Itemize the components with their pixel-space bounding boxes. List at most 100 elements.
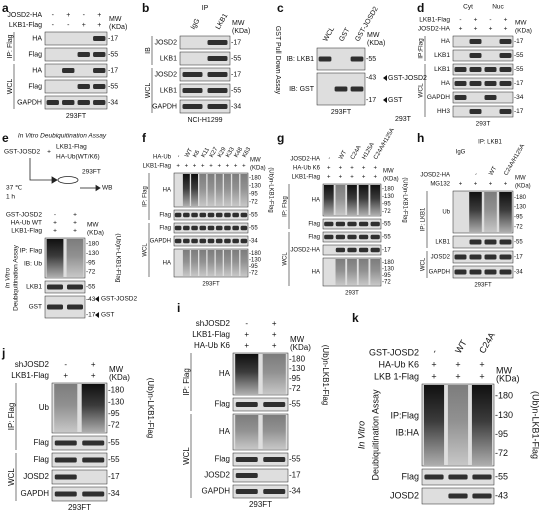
band: [335, 221, 346, 227]
blot: [44, 95, 108, 110]
smear: [182, 174, 190, 206]
note: GST: [101, 312, 114, 319]
band: [82, 491, 105, 497]
header-label: LKB1-Flag: [9, 22, 42, 29]
header-mark: +: [176, 164, 180, 170]
blot-label: GAPDH: [429, 270, 450, 276]
blot: [44, 31, 108, 46]
blot: [452, 250, 514, 264]
mw-header: MW: [232, 20, 245, 27]
header-mark: C24A: [477, 331, 497, 355]
mw-label: -55: [108, 83, 118, 90]
note: In Vitro Deubiquitination Assay: [18, 133, 107, 140]
band: [469, 67, 482, 72]
blot-label: GST: [29, 304, 42, 311]
band: [183, 238, 190, 244]
blot-label: LKB1: [160, 87, 177, 94]
note: Deubiquitination Assay: [370, 389, 380, 481]
blot-label: Flag: [308, 235, 320, 241]
band: [358, 247, 369, 253]
band: [235, 402, 258, 407]
note: +: [47, 149, 51, 156]
blot-label: JOSD2: [154, 71, 177, 78]
band: [240, 238, 248, 244]
band: [454, 67, 467, 72]
mw-label: -55: [495, 471, 508, 481]
header-mark: +: [193, 164, 197, 170]
mw-header: MW: [109, 365, 124, 374]
mw-label: -95: [289, 374, 301, 383]
group-label: WCL: [283, 252, 289, 266]
group-label: WCL: [7, 79, 14, 95]
smear: [262, 415, 286, 449]
blot: [452, 49, 514, 62]
blot: [452, 77, 514, 90]
blot: [232, 397, 289, 412]
blot-label: Flag: [214, 455, 230, 464]
blot-label: HA: [219, 369, 231, 378]
band: [232, 212, 239, 218]
mw-label: -17: [289, 471, 301, 480]
band: [199, 238, 207, 244]
band: [469, 53, 482, 58]
header-mark: +: [459, 182, 463, 188]
arrow-head: [383, 75, 387, 81]
header-mark: +: [53, 228, 57, 235]
mw-label: -55: [514, 52, 524, 59]
mw-label: -55: [249, 213, 258, 219]
blot: [179, 35, 231, 50]
smear: [358, 185, 369, 215]
band: [235, 457, 258, 462]
blot-label: HA: [219, 427, 231, 436]
blot: [44, 280, 86, 294]
header-mark: -: [459, 17, 461, 24]
note: IP: Flag: [20, 248, 43, 255]
mw-header: MW: [109, 16, 122, 23]
header-mark: +: [97, 12, 101, 19]
mw-label: -34: [249, 239, 258, 245]
note: IP: LKB1: [478, 140, 502, 146]
header-mark: WT: [338, 149, 348, 160]
mw-label: -72: [289, 384, 301, 393]
blot-label: HA: [441, 80, 451, 87]
header-mark: +: [91, 371, 96, 380]
band: [93, 68, 106, 73]
header-mark: -: [176, 154, 182, 159]
band: [370, 234, 380, 240]
mw-label: -72: [495, 448, 508, 458]
mw-label: -130: [514, 205, 527, 211]
blot-label: Flag: [33, 455, 49, 464]
band: [191, 238, 198, 244]
band: [207, 212, 215, 218]
header-label: LKB1-Flag: [143, 164, 171, 170]
header-label: JOSD2-HA: [290, 157, 320, 163]
band: [484, 239, 497, 245]
band: [469, 254, 482, 260]
band: [224, 225, 231, 231]
panel: k GST-JOSD2 - WT C24A HA-Ub K6 + + + LKB 1-Flag + +…: [352, 311, 541, 505]
header-mark: +: [350, 166, 354, 172]
blot-label: GAPDH: [21, 489, 50, 498]
blot-label: HA: [163, 188, 171, 194]
mw-label: -55: [514, 66, 524, 73]
blot-label: HA: [312, 270, 320, 276]
blot: [51, 435, 108, 451]
header-mark: +: [504, 26, 508, 33]
mw-label: -180: [249, 176, 262, 182]
smear: [232, 250, 240, 276]
band: [46, 100, 59, 105]
header-mark: +: [373, 166, 377, 172]
band: [347, 234, 357, 240]
note: (Ub)n-LKB1-Flag: [146, 378, 155, 438]
footer: NCI-H1299: [187, 117, 222, 124]
band: [324, 234, 334, 240]
smear: [335, 185, 346, 215]
header-mark: GST: [338, 26, 352, 43]
group-label: IP: Flag: [283, 196, 289, 217]
mw-header: MW: [515, 20, 527, 27]
band: [215, 238, 223, 244]
blot: [452, 265, 514, 279]
mw-header: MW: [290, 335, 305, 344]
